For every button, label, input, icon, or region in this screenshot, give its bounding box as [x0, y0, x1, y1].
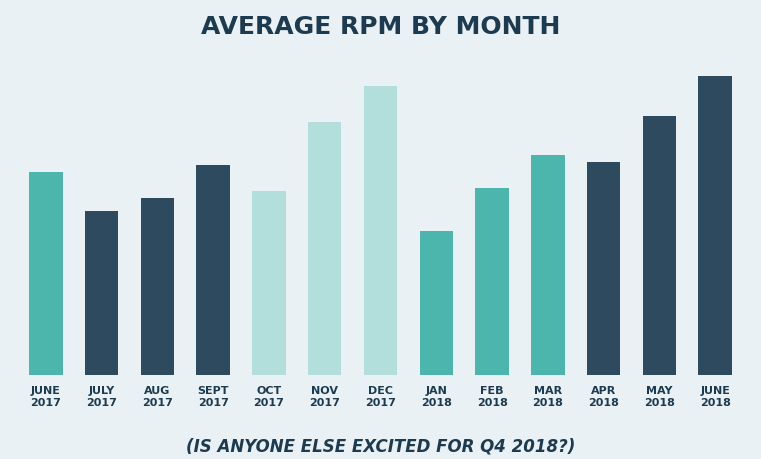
Bar — [419, 231, 453, 375]
Bar — [587, 162, 620, 375]
Bar — [196, 166, 230, 375]
Bar — [531, 156, 565, 375]
Title: AVERAGE RPM BY MONTH: AVERAGE RPM BY MONTH — [201, 15, 560, 39]
Bar — [699, 77, 732, 375]
Bar — [643, 117, 677, 375]
Bar — [84, 212, 118, 375]
Bar — [308, 123, 342, 375]
Bar — [29, 172, 62, 375]
Text: (IS ANYONE ELSE EXCITED FOR Q4 2018?): (IS ANYONE ELSE EXCITED FOR Q4 2018?) — [186, 437, 575, 454]
Bar — [364, 87, 397, 375]
Bar — [252, 192, 285, 375]
Bar — [476, 189, 509, 375]
Bar — [141, 198, 174, 375]
